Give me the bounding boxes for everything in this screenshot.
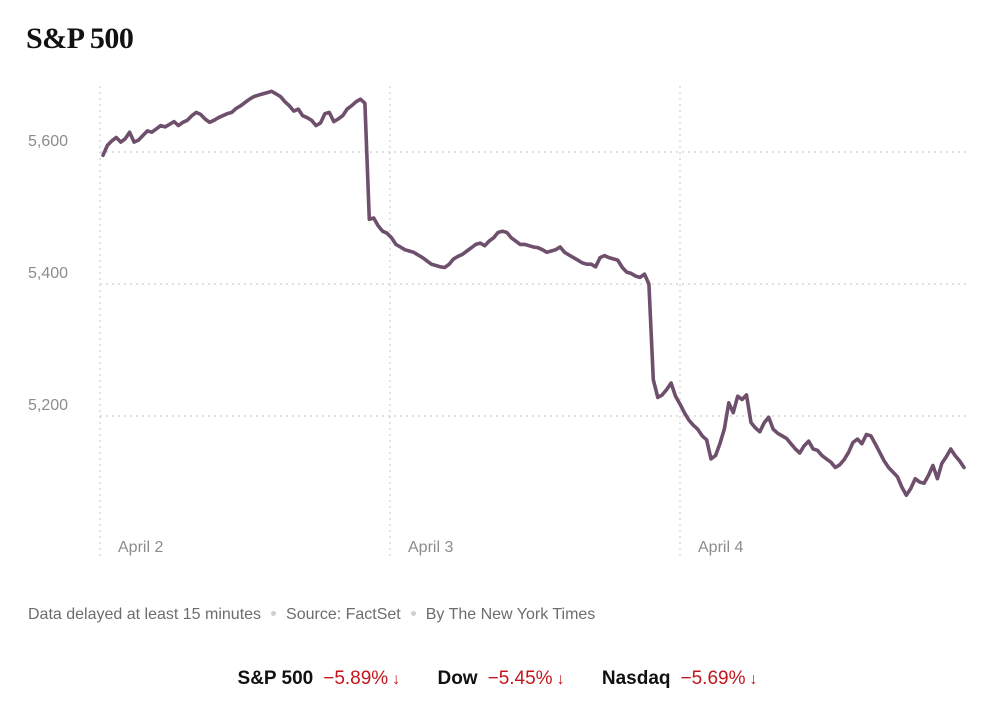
index-change: −5.89% — [323, 668, 389, 689]
sp500-price-line — [101, 89, 966, 498]
source-credit: Source: FactSet — [286, 606, 401, 623]
down-arrow-icon: ↓ — [749, 671, 758, 688]
y-tick-label: 5,400 — [28, 265, 68, 282]
index-change: −5.45% — [487, 668, 553, 689]
y-tick-label: 5,600 — [28, 133, 68, 150]
x-tick-label: April 4 — [698, 539, 743, 556]
x-tick-label: April 3 — [408, 539, 453, 556]
index-change: −5.69% — [680, 668, 746, 689]
delay-note: Data delayed at least 15 minutes — [28, 606, 262, 623]
index-item-dow: Dow −5.45% ↓ — [437, 668, 564, 690]
index-name: Nasdaq — [601, 668, 671, 689]
y-tick-label: 5,200 — [28, 397, 68, 414]
chart-title: S&P 500 — [26, 22, 134, 55]
down-arrow-icon: ↓ — [556, 671, 565, 688]
index-name: S&P 500 — [237, 668, 314, 689]
byline: By The New York Times — [425, 606, 596, 623]
separator-dot — [410, 611, 416, 616]
index-item-nasdaq: Nasdaq −5.69% ↓ — [602, 668, 758, 690]
line-chart: 5,200 5,400 5,600 April 2 April 3 April 4 — [28, 86, 968, 556]
down-arrow-icon: ↓ — [392, 671, 401, 688]
index-name: Dow — [437, 668, 478, 689]
index-item-sp500: S&P 500 −5.89% ↓ — [238, 668, 401, 690]
index-summary: S&P 500 −5.89% ↓ Dow −5.45% ↓ Nasdaq −5.69% ↓ — [0, 668, 995, 690]
separator-dot — [271, 611, 277, 616]
x-tick-label: April 2 — [118, 539, 163, 556]
footnote: Data delayed at least 15 minutes Source: … — [28, 606, 595, 624]
